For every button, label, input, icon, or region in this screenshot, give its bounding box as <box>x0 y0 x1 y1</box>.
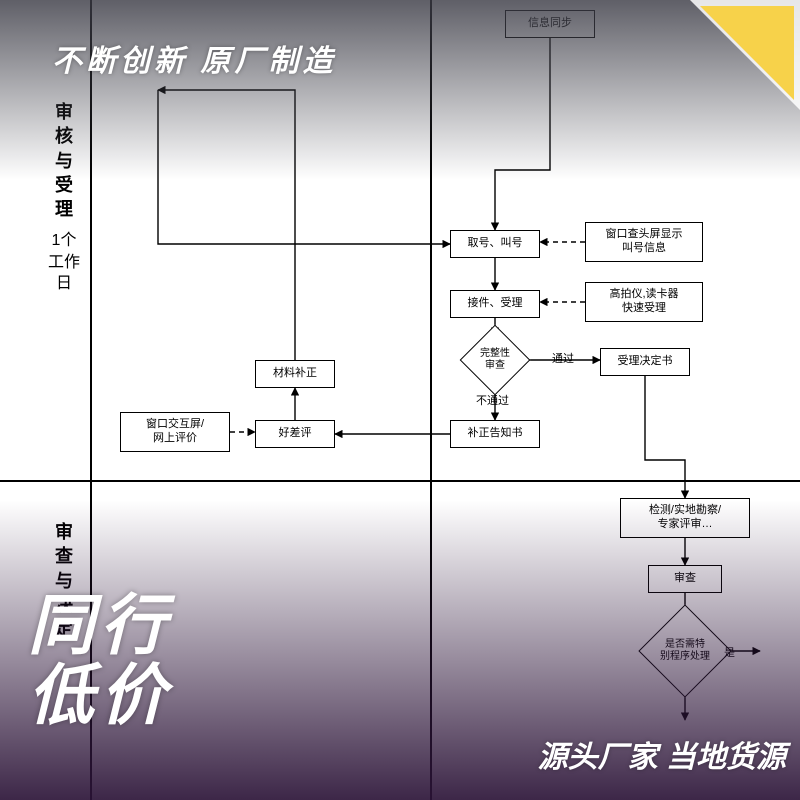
row-header-1-sub: 1个 工作 日 <box>44 230 84 295</box>
flow-label-pass_lbl: 通过 <box>552 350 574 366</box>
flow-node-query_info: 窗口查头屏显示 叫号信息 <box>585 222 703 262</box>
flow-node-mat_correct: 材料补正 <box>255 360 335 388</box>
overlay-bottom-sub: 源头厂家 当地货源 <box>538 732 786 776</box>
overlay-fade-top <box>0 0 800 180</box>
row-header-1-char: 理 <box>55 199 73 219</box>
flow-node-eval_src: 窗口交互屏/ 网上评价 <box>120 412 230 452</box>
overlay-bottom-big-line1: 同行 <box>28 588 172 662</box>
flow-node-decision_doc: 受理决定书 <box>600 348 690 376</box>
flow-node-fast_accept: 高拍仪,读卡器 快速受理 <box>585 282 703 322</box>
flow-node-accept: 接件、受理 <box>450 290 540 318</box>
corner-ribbon-inner <box>700 6 794 100</box>
flow-node-correct_note: 补正告知书 <box>450 420 540 448</box>
overlay-bottom-big: 同行 低价 <box>0 591 172 730</box>
flow-node-eval: 好差评 <box>255 420 335 448</box>
flow-label-fail_lbl: 不通过 <box>476 392 509 408</box>
row-divider-1 <box>0 480 800 482</box>
overlay-bottom-big-line2: 低价 <box>28 658 172 732</box>
overlay-top-slogan: 不断创新 原厂制造 <box>0 36 336 80</box>
flow-node-take_num: 取号、叫号 <box>450 230 540 258</box>
flow-diamond-label-complete: 完整性 审查 <box>460 325 530 395</box>
